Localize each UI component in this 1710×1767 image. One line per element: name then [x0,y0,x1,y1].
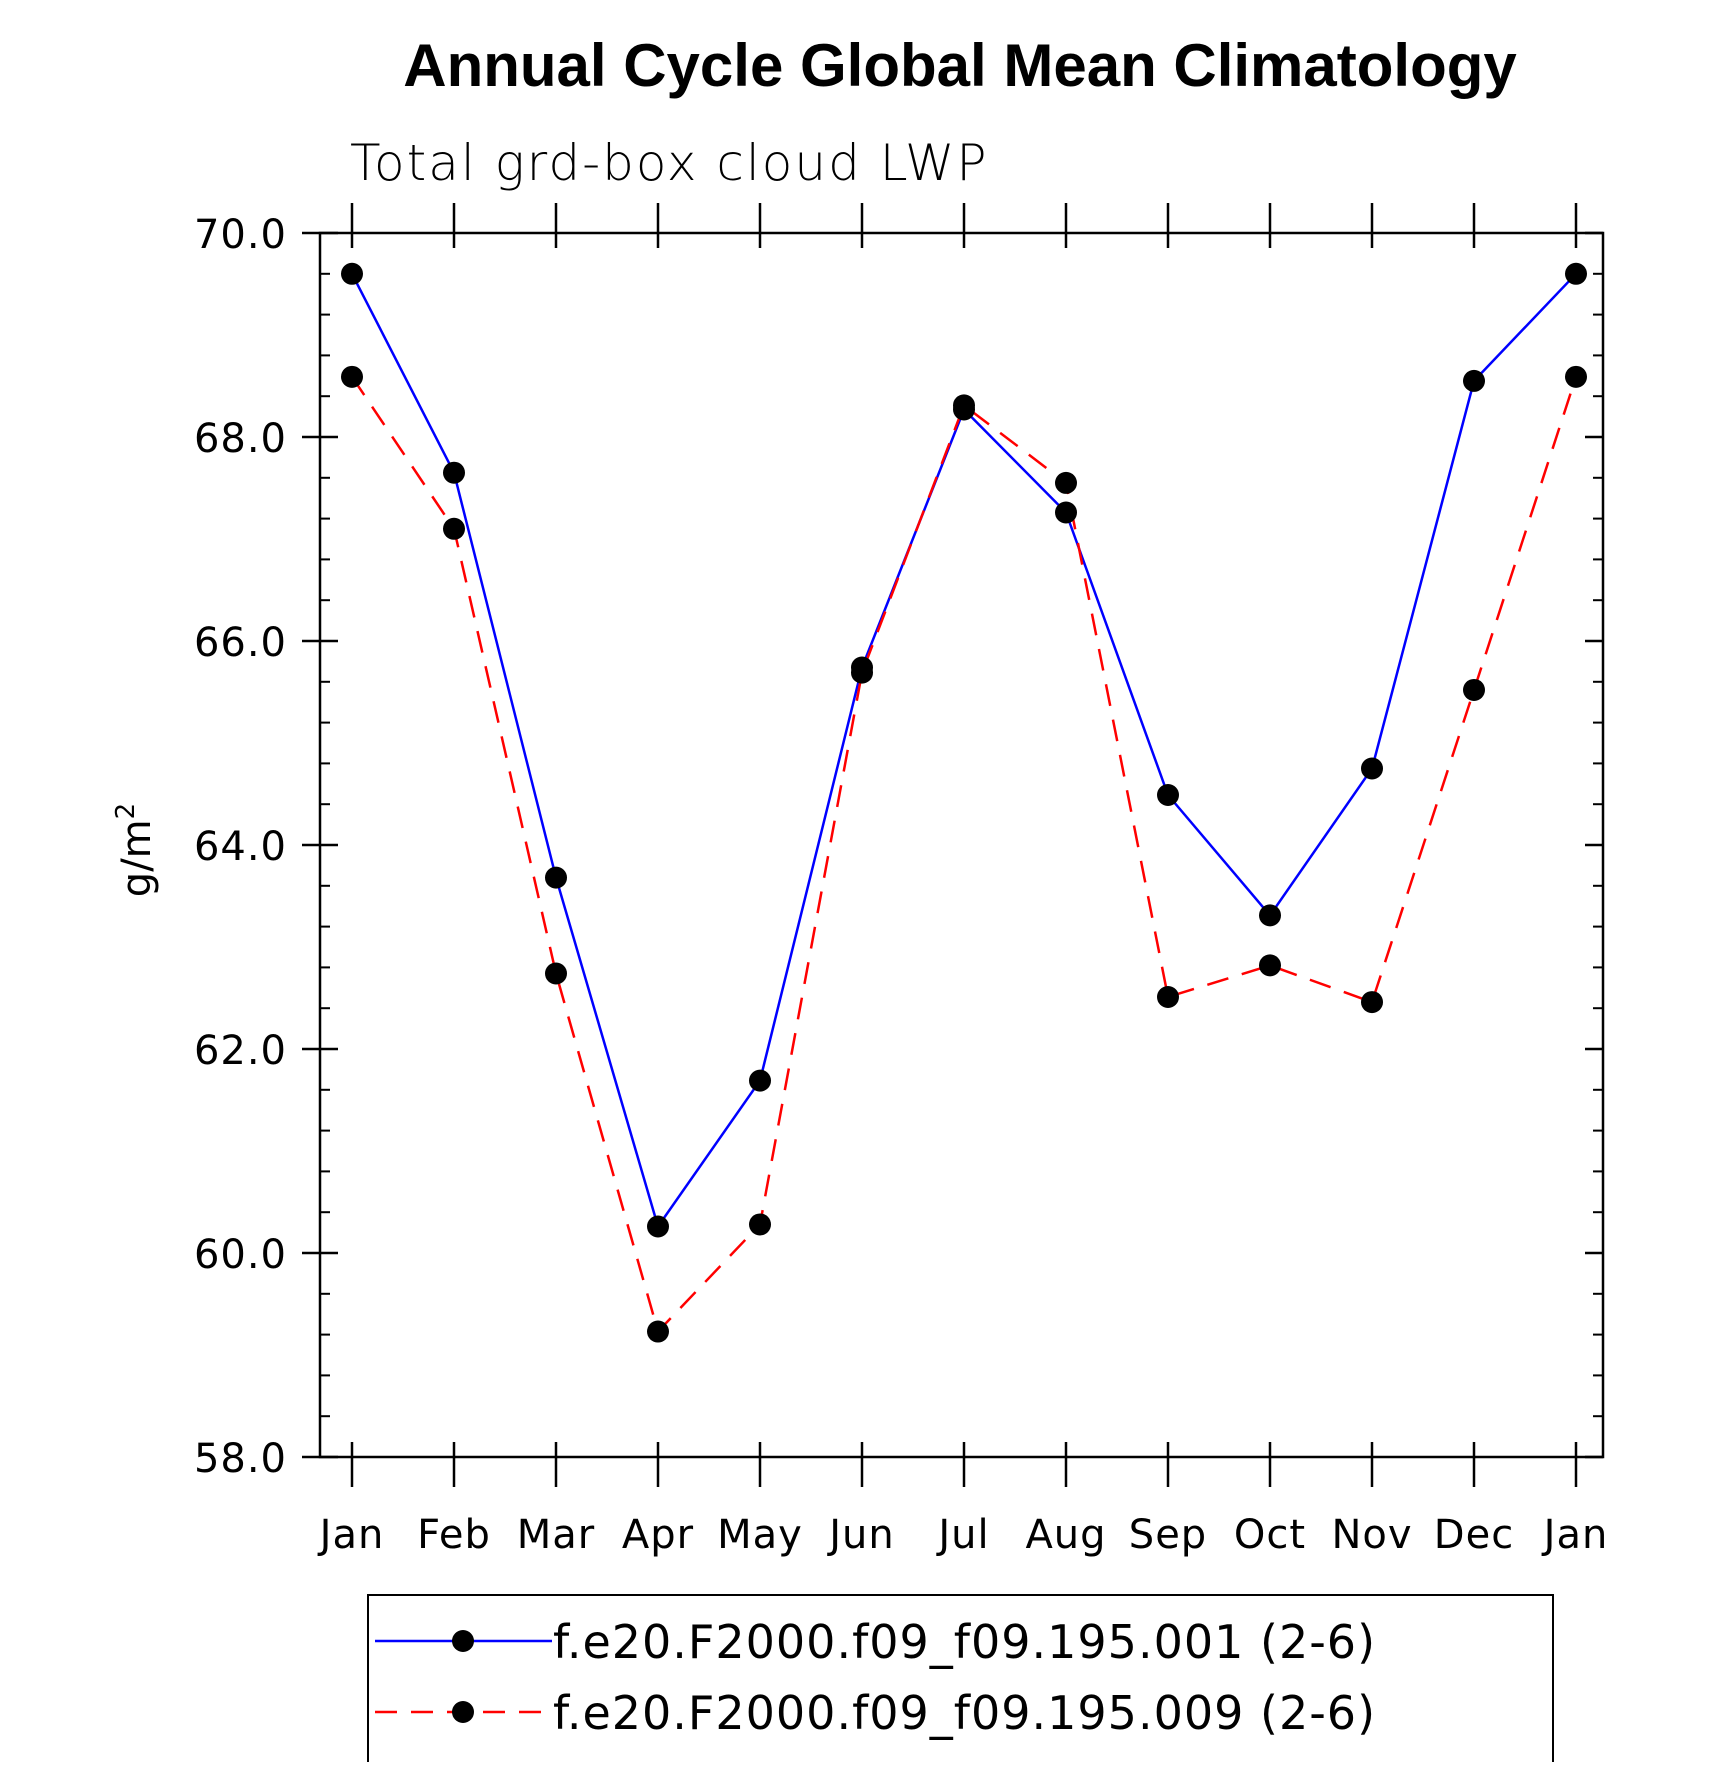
y-axis-label: g/m2 [111,803,160,897]
x-tick-label: Mar [517,1512,595,1558]
y-tick-label: 66.0 [194,620,287,666]
y-tick-label: 60.0 [194,1232,287,1278]
chart-title: Annual Cycle Global Mean Climatology [403,32,1517,99]
data-point-series1 [545,866,567,889]
data-point-series2 [647,1320,669,1343]
legend-marker-2 [452,1701,474,1723]
x-tick-label: Dec [1434,1512,1514,1558]
data-point-series2 [443,517,465,540]
data-point-series2 [1565,365,1587,388]
chart-subtitle: Total grd-box cloud LWP [350,134,989,192]
y-tick-label: 62.0 [194,1028,287,1074]
y-axis-label-unit: g/m [114,819,160,897]
x-tick-label: Nov [1331,1512,1412,1558]
legend-marker-1 [452,1630,474,1652]
data-point-series2 [1055,471,1077,494]
y-tick-label: 70.0 [194,212,287,258]
x-tick-label: Aug [1025,1512,1106,1558]
data-point-series2 [1259,954,1281,977]
legend-entry-1: f.e20.F2000.f09_f09.195.001 (2-6) [375,1615,1376,1669]
y-axis-label-exponent: 2 [111,803,141,820]
axes: 58.0 60.0 62.0 64.0 66.0 68.0 70.0 Jan Feb Mar Apr… [194,203,1609,1558]
data-point-series1 [647,1215,669,1238]
y-tick-label: 64.0 [194,824,287,870]
data-point-series2 [1463,678,1485,701]
data-point-series2 [851,661,873,684]
legend-entry-2: f.e20.F2000.f09_f09.195.009 (2-6) [375,1686,1376,1740]
data-point-series2 [1361,991,1383,1014]
data-point-series1 [1565,262,1587,285]
data-point-series1 [749,1069,771,1092]
x-tick-label: Jan [1541,1512,1609,1558]
data-point-series1 [1157,784,1179,807]
data-point-series2 [1157,985,1179,1008]
x-tick-label: Jul [935,1512,989,1558]
series-lines [350,272,1578,1334]
data-point-series1 [341,262,363,285]
x-tick-label: Jan [317,1512,385,1558]
legend-label-2: f.e20.F2000.f09_f09.195.009 (2-6) [553,1686,1376,1740]
data-point-series1 [1361,757,1383,780]
data-point-series2 [749,1213,771,1236]
data-point-series1 [1463,369,1485,392]
data-point-series2 [953,394,975,417]
data-point-series1 [1259,904,1281,927]
legend-box [367,1594,1554,1767]
y-tick-label: 68.0 [194,416,287,462]
x-tick-label: Feb [417,1512,491,1558]
legend: f.e20.F2000.f09_f09.195.001 (2-6) f.e20.… [367,1594,1554,1767]
series-markers [341,262,1587,1343]
x-tick-label: Apr [622,1512,694,1558]
y-tick-label: 58.0 [194,1436,287,1482]
data-point-series1 [1055,501,1077,524]
series-line-2 [350,376,1578,1334]
x-tick-label: Jun [826,1512,895,1558]
legend-label-1: f.e20.F2000.f09_f09.195.001 (2-6) [553,1615,1376,1669]
x-tick-label: Oct [1234,1512,1306,1558]
x-tick-label: May [717,1512,803,1558]
data-point-series2 [545,962,567,985]
x-tick-label: Sep [1129,1512,1207,1558]
data-point-series2 [341,365,363,388]
data-point-series1 [443,461,465,484]
